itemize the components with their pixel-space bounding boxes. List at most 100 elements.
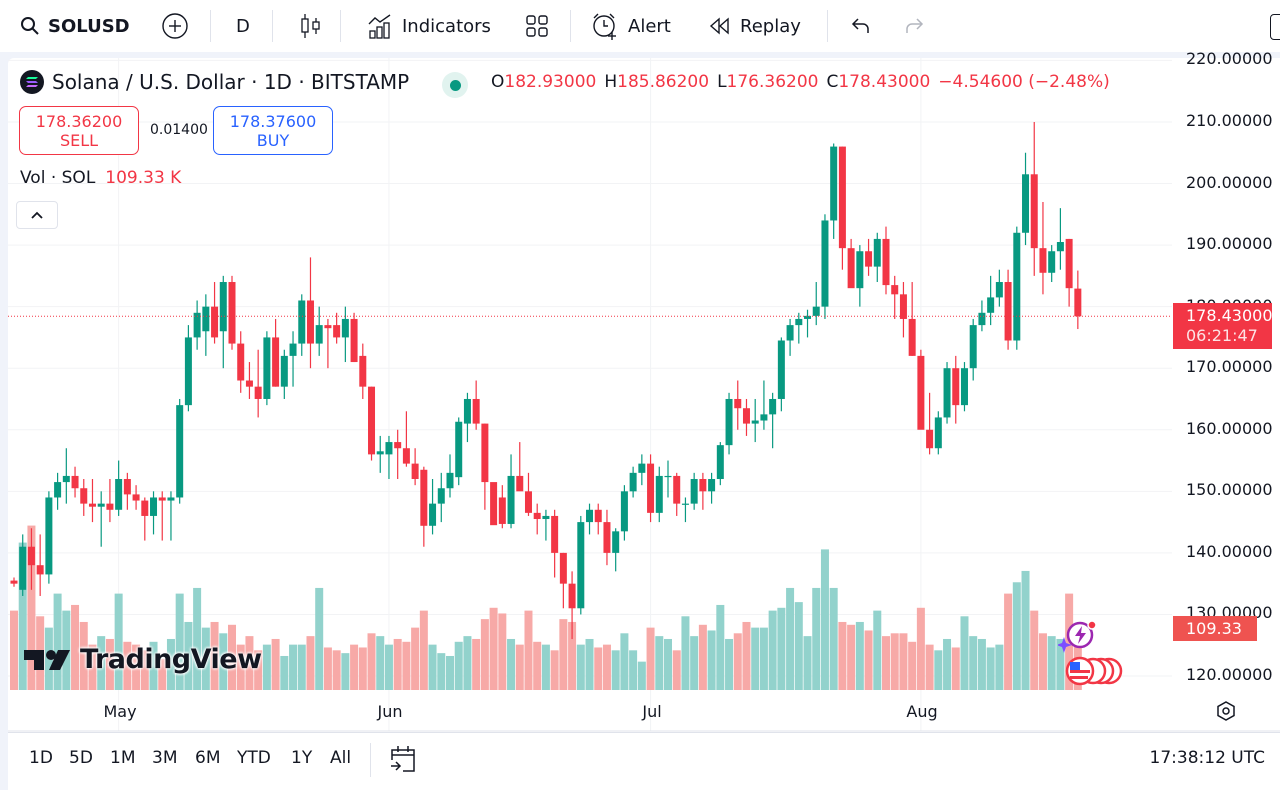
market-open-status-icon[interactable]: [442, 72, 468, 98]
volume-bar: [873, 610, 882, 690]
volume-bar: [271, 638, 280, 690]
candle-body: [54, 482, 62, 498]
plus-circle-icon: [162, 13, 188, 39]
chevron-up-icon: [31, 211, 43, 219]
candle-body: [376, 451, 384, 455]
fullscreen-button[interactable]: [1270, 14, 1280, 40]
redo-button[interactable]: [904, 0, 926, 52]
price-tick-label: 150.00000: [1186, 480, 1273, 500]
candle-body: [926, 429, 934, 449]
replay-button[interactable]: Replay: [708, 0, 801, 52]
volume-bar: [864, 630, 873, 690]
chart-type-button[interactable]: [300, 0, 322, 52]
layouts-button[interactable]: [525, 0, 549, 52]
volume-legend[interactable]: Vol · SOL 109.33 K: [20, 168, 181, 188]
volume-bar: [655, 636, 664, 690]
candle-body: [664, 475, 672, 478]
candle-body: [298, 300, 306, 344]
volume-bar: [480, 619, 489, 690]
price-change: −4.54600 (−2.48%): [938, 72, 1110, 92]
candle-body: [551, 515, 559, 553]
volume-bar: [175, 593, 184, 690]
volume-bar: [419, 610, 428, 690]
volume-bar: [201, 627, 210, 690]
candle-body: [856, 251, 864, 289]
volume-bar: [27, 525, 36, 690]
volume-bar: [820, 549, 829, 690]
candle-body: [603, 522, 611, 553]
toolbar-divider: [210, 10, 211, 42]
range-1d[interactable]: 1D: [29, 748, 53, 768]
buy-button[interactable]: 178.37600 BUY: [213, 106, 333, 155]
volume-legend-label: Vol · SOL: [20, 168, 96, 188]
symbol-search-button[interactable]: SOLUSD: [20, 0, 130, 52]
candle-body: [97, 503, 105, 507]
range-6m[interactable]: 6M: [195, 748, 221, 768]
range-all[interactable]: All: [330, 748, 352, 768]
volume-bar: [219, 633, 228, 690]
range-1y[interactable]: 1Y: [291, 748, 313, 768]
candle-body: [742, 408, 750, 424]
chart-settings-gear-icon[interactable]: [1215, 700, 1237, 722]
candle-body: [681, 503, 689, 505]
volume-bar: [733, 633, 742, 690]
range-1m[interactable]: 1M: [110, 748, 136, 768]
candle-body: [507, 475, 515, 524]
collapse-legend-button[interactable]: [16, 201, 58, 229]
range-3m[interactable]: 3M: [152, 748, 178, 768]
clock-timezone[interactable]: 17:38:12 UTC: [1149, 748, 1265, 768]
candle-body: [150, 497, 158, 516]
volume-bar: [908, 641, 917, 690]
sell-button[interactable]: 178.36200 SELL: [19, 106, 139, 155]
volume-bar: [341, 653, 350, 690]
undo-button[interactable]: [849, 0, 871, 52]
volume-bar: [768, 610, 777, 690]
interval-button[interactable]: D: [236, 0, 250, 52]
candle-body: [202, 306, 210, 332]
toolbar-divider: [272, 10, 273, 42]
volume-bar: [943, 638, 952, 690]
range-ytd[interactable]: YTD: [237, 748, 271, 768]
economic-events-icon[interactable]: [1064, 656, 1126, 686]
tradingview-watermark[interactable]: TradingView: [24, 644, 262, 675]
spread-value: 0.01400: [150, 122, 208, 138]
candle-body: [36, 565, 44, 575]
range-5d[interactable]: 5D: [69, 748, 93, 768]
indicators-button[interactable]: Indicators: [366, 0, 491, 52]
candle-body: [847, 248, 855, 289]
volume-legend-value: 109.33 K: [105, 168, 182, 188]
low-key: L: [717, 72, 727, 92]
candle-body: [586, 509, 594, 523]
candle-body: [254, 386, 262, 399]
volume-bar: [576, 644, 585, 690]
candle-body: [533, 512, 541, 520]
symbol-legend[interactable]: Solana / U.S. Dollar · 1D · BITSTAMP: [20, 70, 409, 94]
toolbar-divider: [570, 10, 571, 42]
alert-button[interactable]: Alert: [590, 0, 671, 52]
candle-body: [568, 583, 576, 609]
candle-body: [289, 343, 297, 356]
volume-bar: [759, 627, 768, 690]
volume-bar: [1004, 593, 1013, 690]
volume-bar: [716, 604, 725, 690]
compare-symbol-button[interactable]: [161, 0, 189, 52]
volume-bar: [690, 636, 699, 690]
open-key: O: [491, 72, 505, 92]
candles: [10, 121, 1082, 640]
volume-bar: [1030, 610, 1039, 690]
volume-bar: [1038, 633, 1047, 690]
sell-label: SELL: [59, 130, 99, 150]
candle-body: [908, 318, 916, 356]
volume-bar: [672, 650, 681, 690]
low-value: 176.36200: [726, 72, 819, 92]
volume-bar: [88, 644, 97, 690]
candle-body: [263, 337, 271, 399]
ai-assistant-icon[interactable]: [1058, 619, 1102, 653]
go-to-date-calendar-icon[interactable]: [389, 744, 417, 774]
candle-body: [324, 325, 332, 329]
candle-body: [1013, 232, 1021, 341]
candle-body: [141, 500, 149, 516]
candle-body: [280, 355, 288, 387]
ohlc-values: O182.93000 H185.86200 L176.36200 C178.43…: [491, 72, 1110, 92]
